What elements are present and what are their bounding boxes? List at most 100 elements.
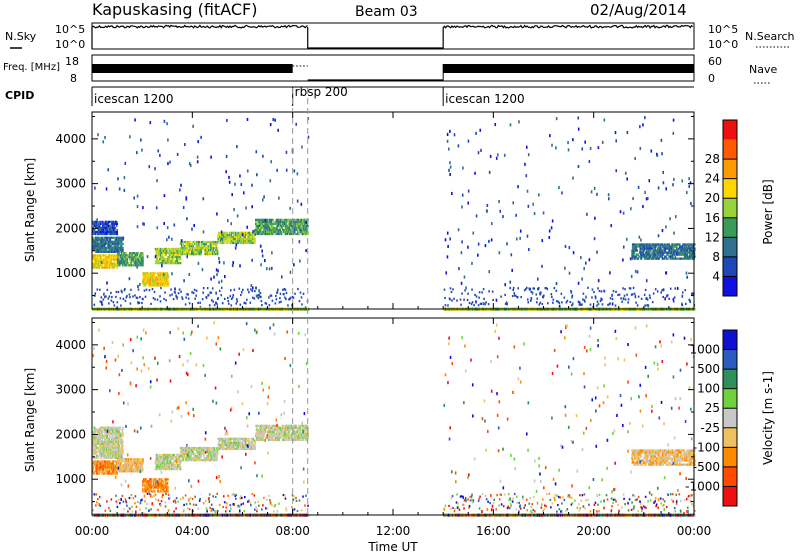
echo-cell — [136, 194, 139, 198]
echo-cell — [261, 249, 263, 253]
echo-cell — [111, 428, 114, 431]
echo-cell — [577, 281, 580, 285]
echo-cell — [209, 291, 211, 294]
echo-cell — [162, 261, 165, 265]
echo-cell — [220, 230, 223, 234]
echo-cell — [444, 296, 446, 300]
echo-cell — [117, 290, 120, 294]
echo-cell — [577, 127, 580, 131]
echo-cell — [279, 297, 281, 300]
echo-cell — [471, 288, 473, 291]
echo-cell — [107, 466, 110, 469]
echo-cell — [482, 302, 485, 306]
echo-cell — [110, 436, 112, 439]
echo-cell — [226, 231, 228, 234]
echo-cell — [92, 236, 94, 239]
echo-cell — [195, 289, 198, 292]
echo-cell — [136, 151, 138, 155]
echo-cell — [132, 295, 134, 298]
echo-cell — [653, 247, 655, 250]
echo-cell — [107, 168, 110, 172]
freq-tick-top: 18 — [65, 55, 79, 68]
echo-cell — [300, 202, 303, 206]
echo-cell — [285, 298, 287, 301]
echo-cell — [500, 295, 502, 298]
echo-cell — [235, 302, 238, 305]
echo-cell — [108, 452, 110, 455]
echo-cell — [101, 446, 104, 449]
echo-cell — [109, 430, 112, 433]
echo-cell — [108, 460, 111, 463]
echo-cell — [133, 264, 135, 267]
echo-cell — [188, 242, 191, 246]
echo-cell — [128, 277, 131, 281]
echo-cell — [257, 224, 260, 228]
echo-cell — [177, 259, 180, 263]
echo-cell — [550, 226, 553, 230]
echo-cell — [227, 299, 230, 303]
echo-cell — [231, 235, 233, 238]
echo-cell — [102, 246, 104, 249]
echo-cell — [110, 442, 112, 445]
colorbar-frame — [722, 119, 738, 297]
echo-cell — [106, 288, 109, 291]
echo-cell — [302, 292, 305, 295]
echo-cell — [658, 251, 660, 254]
echo-cell — [228, 180, 231, 184]
echo-cell — [648, 257, 651, 260]
echo-cell — [96, 462, 98, 465]
echo-cell — [293, 218, 295, 221]
echo-cell — [681, 245, 684, 248]
echo-cell — [96, 218, 98, 222]
echo-cell — [246, 117, 249, 122]
echo-cell — [242, 235, 245, 238]
echo-cell — [122, 297, 125, 301]
echo-cell — [631, 255, 634, 258]
echo-cell — [150, 284, 152, 287]
echo-cell — [106, 236, 108, 240]
echo-cell — [95, 444, 97, 447]
echo-cell — [157, 274, 160, 277]
echo-cell — [129, 258, 132, 261]
echo-cell — [644, 190, 646, 194]
echo-cell — [110, 440, 113, 443]
echo-cell — [105, 456, 107, 459]
echo-cell — [155, 282, 157, 285]
echo-cell — [567, 141, 569, 145]
echo-cell — [276, 290, 279, 293]
echo-cell — [563, 296, 566, 299]
echo-cell — [108, 266, 111, 269]
echo-cell — [570, 290, 572, 293]
echo-cell — [461, 292, 463, 295]
echo-cell — [156, 251, 159, 255]
echo-cell — [169, 247, 172, 251]
echo-cell — [98, 434, 101, 437]
echo-cell — [291, 224, 294, 228]
echo-cell — [117, 177, 119, 181]
echo-cell — [295, 228, 298, 232]
echo-cell — [104, 242, 107, 245]
echo-cell — [667, 245, 670, 248]
echo-cell — [631, 257, 633, 260]
echo-cell — [112, 301, 115, 304]
echo-cell — [475, 214, 478, 218]
echo-cell — [663, 257, 666, 260]
echo-cell — [667, 253, 669, 256]
echo-cell — [213, 251, 216, 254]
echo-cell — [226, 235, 229, 238]
echo-cell — [260, 220, 263, 223]
echo-cell — [634, 295, 637, 299]
echo-cell — [643, 255, 646, 258]
echo-cell — [300, 230, 302, 234]
echo-cell — [157, 255, 159, 259]
echo-cell — [196, 246, 199, 250]
echo-cell — [165, 299, 167, 302]
echo-cell — [97, 224, 99, 228]
echo-cell — [288, 226, 291, 230]
echo-cell — [213, 246, 215, 250]
echo-cell — [234, 182, 236, 186]
echo-cell — [264, 302, 267, 305]
echo-cell — [283, 293, 285, 296]
echo-cell — [251, 286, 254, 290]
echo-cell — [97, 260, 99, 263]
